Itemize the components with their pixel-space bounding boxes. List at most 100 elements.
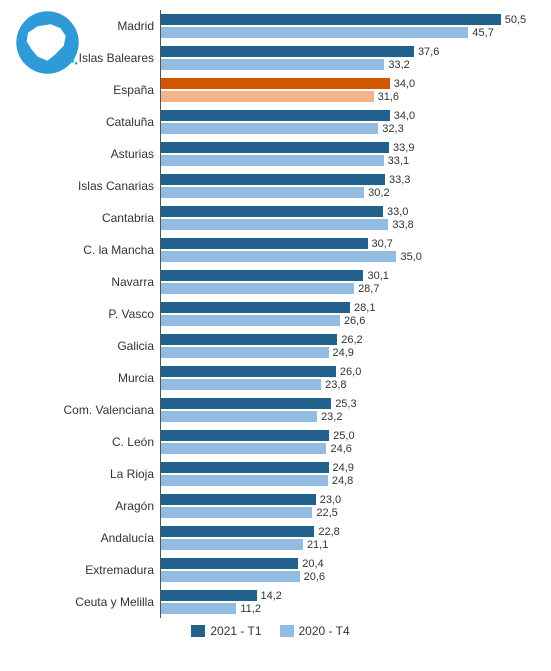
chart-row: Islas Baleares37,633,2 [10, 42, 531, 74]
bar-series-b [161, 283, 354, 294]
bar-series-a [161, 398, 331, 409]
chart-row: Madrid50,545,7 [10, 10, 531, 42]
bar-series-a [161, 14, 501, 25]
bar-series-b [161, 91, 374, 102]
chart-row: Cataluña34,032,3 [10, 106, 531, 138]
value-series-a: 24,9 [329, 462, 354, 474]
bar-series-a [161, 270, 363, 281]
value-series-a: 20,4 [298, 558, 323, 570]
bar-cell: 24,924,8 [160, 458, 531, 490]
bar-cell: 34,031,6 [160, 74, 531, 106]
chart-row: Cantabria33,033,8 [10, 202, 531, 234]
category-label: P. Vasco [10, 307, 160, 321]
legend: 2021 - T1 2020 - T4 [10, 618, 531, 640]
value-series-a: 33,3 [385, 174, 410, 186]
value-series-a: 28,1 [350, 302, 375, 314]
bar-series-a [161, 430, 329, 441]
bar-cell: 30,735,0 [160, 234, 531, 266]
category-label: C. la Mancha [10, 243, 160, 257]
bar-series-a [161, 334, 337, 345]
value-series-a: 30,1 [363, 270, 388, 282]
bar-series-b [161, 123, 378, 134]
chart-row: Asturias33,933,1 [10, 138, 531, 170]
chart-row: Galicia26,224,9 [10, 330, 531, 362]
bar-series-a [161, 78, 390, 89]
chart-row: Islas Canarias33,330,2 [10, 170, 531, 202]
category-label: Ceuta y Melilla [10, 595, 160, 609]
value-series-b: 11,2 [236, 603, 261, 615]
spain-map-icon [15, 10, 80, 75]
value-series-b: 26,6 [340, 315, 365, 327]
legend-item-a: 2021 - T1 [191, 624, 261, 638]
bar-cell: 34,032,3 [160, 106, 531, 138]
value-series-a: 34,0 [390, 78, 415, 90]
value-series-a: 14,2 [257, 590, 282, 602]
bar-series-b [161, 539, 303, 550]
value-series-b: 22,5 [312, 507, 337, 519]
bar-cell: 37,6 33,2 [160, 42, 531, 74]
category-label: Cantabria [10, 211, 160, 225]
category-label: Aragón [10, 499, 160, 513]
value-series-b: 24,9 [329, 347, 354, 359]
bar-cell: 33,033,8 [160, 202, 531, 234]
value-series-a: 26,0 [336, 366, 361, 378]
bar-series-b [161, 443, 326, 454]
value-series-b: 30,2 [364, 187, 389, 199]
bar-series-a [161, 526, 314, 537]
value-series-a: 33,9 [389, 142, 414, 154]
category-label: Com. Valenciana [10, 403, 160, 417]
category-label: Galicia [10, 339, 160, 353]
value-series-b: 33,1 [384, 155, 409, 167]
bar-series-b [161, 219, 388, 230]
bar-cell: 26,224,9 [160, 330, 531, 362]
bar-cell: 22,821,1 [160, 522, 531, 554]
chart-row: España34,031,6 [10, 74, 531, 106]
bar-series-a [161, 462, 329, 473]
value-series-a: 34,0 [390, 110, 415, 122]
category-label: España [10, 83, 160, 97]
value-series-b: 24,6 [326, 443, 351, 455]
chart-row: Navarra 30,128,7 [10, 266, 531, 298]
chart-rows: Madrid50,545,7Islas Baleares37,633,2Espa… [10, 10, 531, 618]
bar-series-a [161, 142, 389, 153]
bar-series-b [161, 507, 312, 518]
bar-cell: 33,933,1 [160, 138, 531, 170]
value-series-a: 26,2 [337, 334, 362, 346]
bar-series-a [161, 366, 336, 377]
chart-row: P. Vasco 28,126,6 [10, 298, 531, 330]
chart-row: Andalucía22,821,1 [10, 522, 531, 554]
bar-series-b [161, 315, 340, 326]
bar-series-a [161, 590, 257, 601]
value-series-a: 22,8 [314, 526, 339, 538]
legend-swatch-a [191, 625, 205, 637]
bar-series-a [161, 110, 390, 121]
bar-series-b [161, 155, 384, 166]
bar-series-a [161, 494, 316, 505]
value-series-b: 35,0 [396, 251, 421, 263]
bar-series-b [161, 251, 396, 262]
bar-chart: Madrid50,545,7Islas Baleares37,633,2Espa… [0, 0, 551, 650]
value-series-b: 45,7 [468, 27, 493, 39]
bar-series-b [161, 347, 329, 358]
bar-cell: 33,330,2 [160, 170, 531, 202]
bar-cell: 50,5 45,7 [160, 10, 531, 42]
value-series-b: 33,2 [384, 59, 409, 71]
value-series-a: 37,6 [414, 46, 439, 58]
value-series-a: 50,5 [501, 14, 526, 26]
bar-series-b [161, 187, 364, 198]
chart-row: Com. Valenciana25,323,2 [10, 394, 531, 426]
bar-series-a [161, 174, 385, 185]
bar-cell: 25,024,6 [160, 426, 531, 458]
chart-row: Murcia26,023,8 [10, 362, 531, 394]
category-label: Extremadura [10, 563, 160, 577]
value-series-b: 24,8 [328, 475, 353, 487]
bar-cell: 14,211,2 [160, 586, 531, 618]
category-label: Navarra [10, 275, 160, 289]
legend-label-a: 2021 - T1 [210, 624, 261, 638]
value-series-b: 32,3 [378, 123, 403, 135]
chart-row: Aragón23,022,5 [10, 490, 531, 522]
value-series-b: 23,2 [317, 411, 342, 423]
category-label: Asturias [10, 147, 160, 161]
value-series-b: 28,7 [354, 283, 379, 295]
chart-row: La Rioja24,924,8 [10, 458, 531, 490]
